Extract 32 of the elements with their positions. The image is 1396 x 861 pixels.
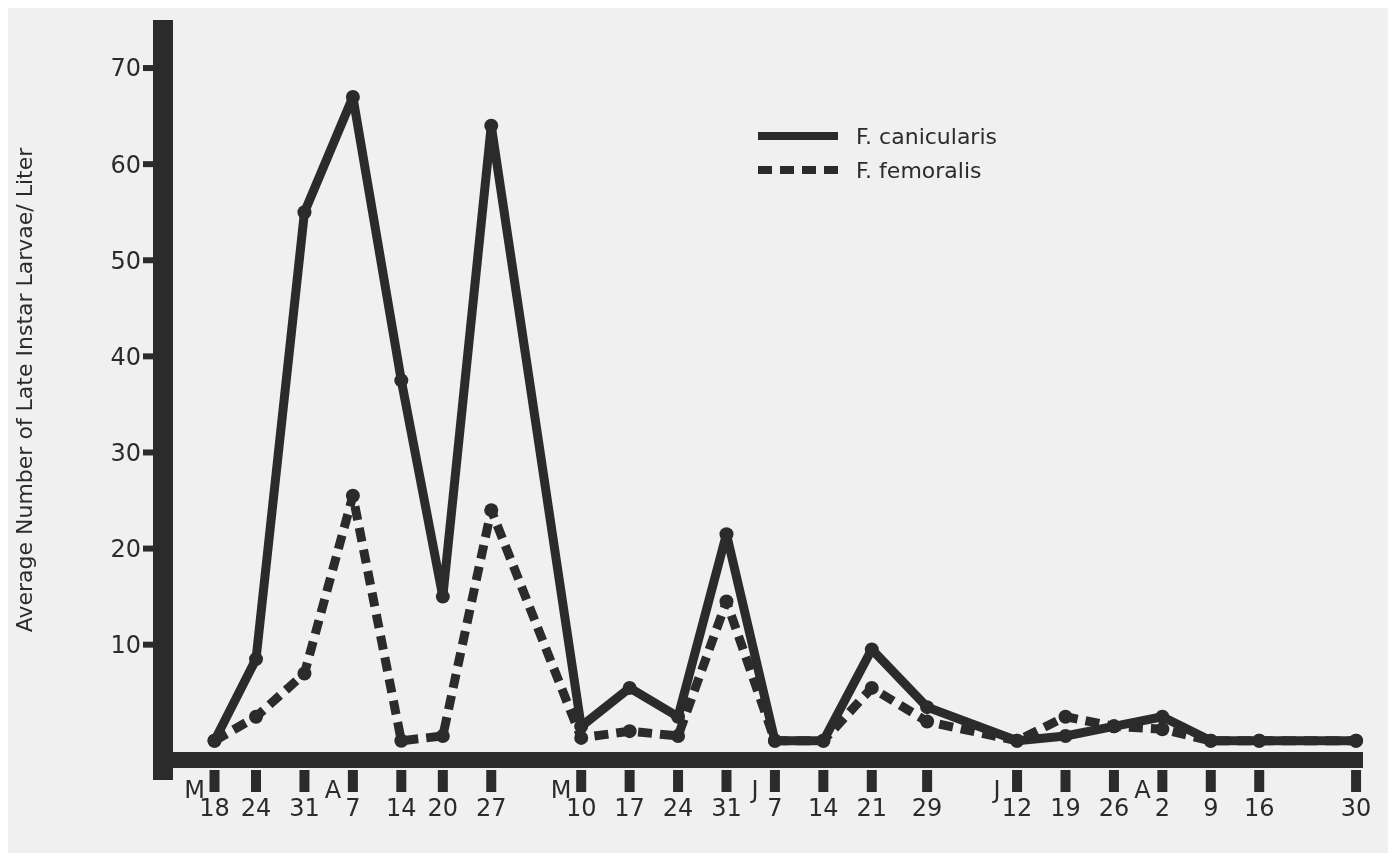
x-tick-label: A 7 [324,776,361,822]
x-tick-label: 31 [711,794,742,822]
x-tick-label: M 10 [550,776,597,822]
y-tick-label: 10 [110,631,141,660]
x-tick-label: A 2 [1134,776,1170,822]
y-tick-label: 60 [110,150,141,179]
x-tick-label: 24 [240,794,272,822]
x-tick-label: 30 [1340,794,1372,822]
legend-label: F. femoralis [856,157,982,183]
y-axis-title: Average Number of Late Instar Larvae/ Liter [12,146,37,633]
x-tick-label: 17 [614,794,645,822]
x-tick-label: 24 [662,794,694,822]
y-tick-label: 20 [110,534,141,563]
y-tick-label: 50 [110,246,141,275]
x-tick-label: 20 [427,794,459,822]
y-tick-label: 40 [110,342,141,371]
x-tick-label: 29 [911,794,943,822]
x-tick-label: J 12 [991,776,1033,822]
x-tick-label: 9 [1203,794,1219,822]
x-tick-label: 14 [386,794,417,822]
x-tick-label: J 7 [749,776,783,822]
x-tick-label: 16 [1243,794,1275,822]
x-tick-label: 19 [1050,794,1081,822]
y-tick-label: 30 [110,438,141,467]
y-tick-label: 70 [110,54,141,83]
x-tick-label: 14 [808,794,839,822]
x-tick-label: 31 [289,794,320,822]
x-tick-label: M 18 [184,776,230,822]
legend-label: F. canicularis [856,123,997,149]
x-tick-label: 26 [1098,794,1130,822]
x-tick-label: 21 [856,794,888,822]
x-tick-label: 27 [475,794,507,822]
